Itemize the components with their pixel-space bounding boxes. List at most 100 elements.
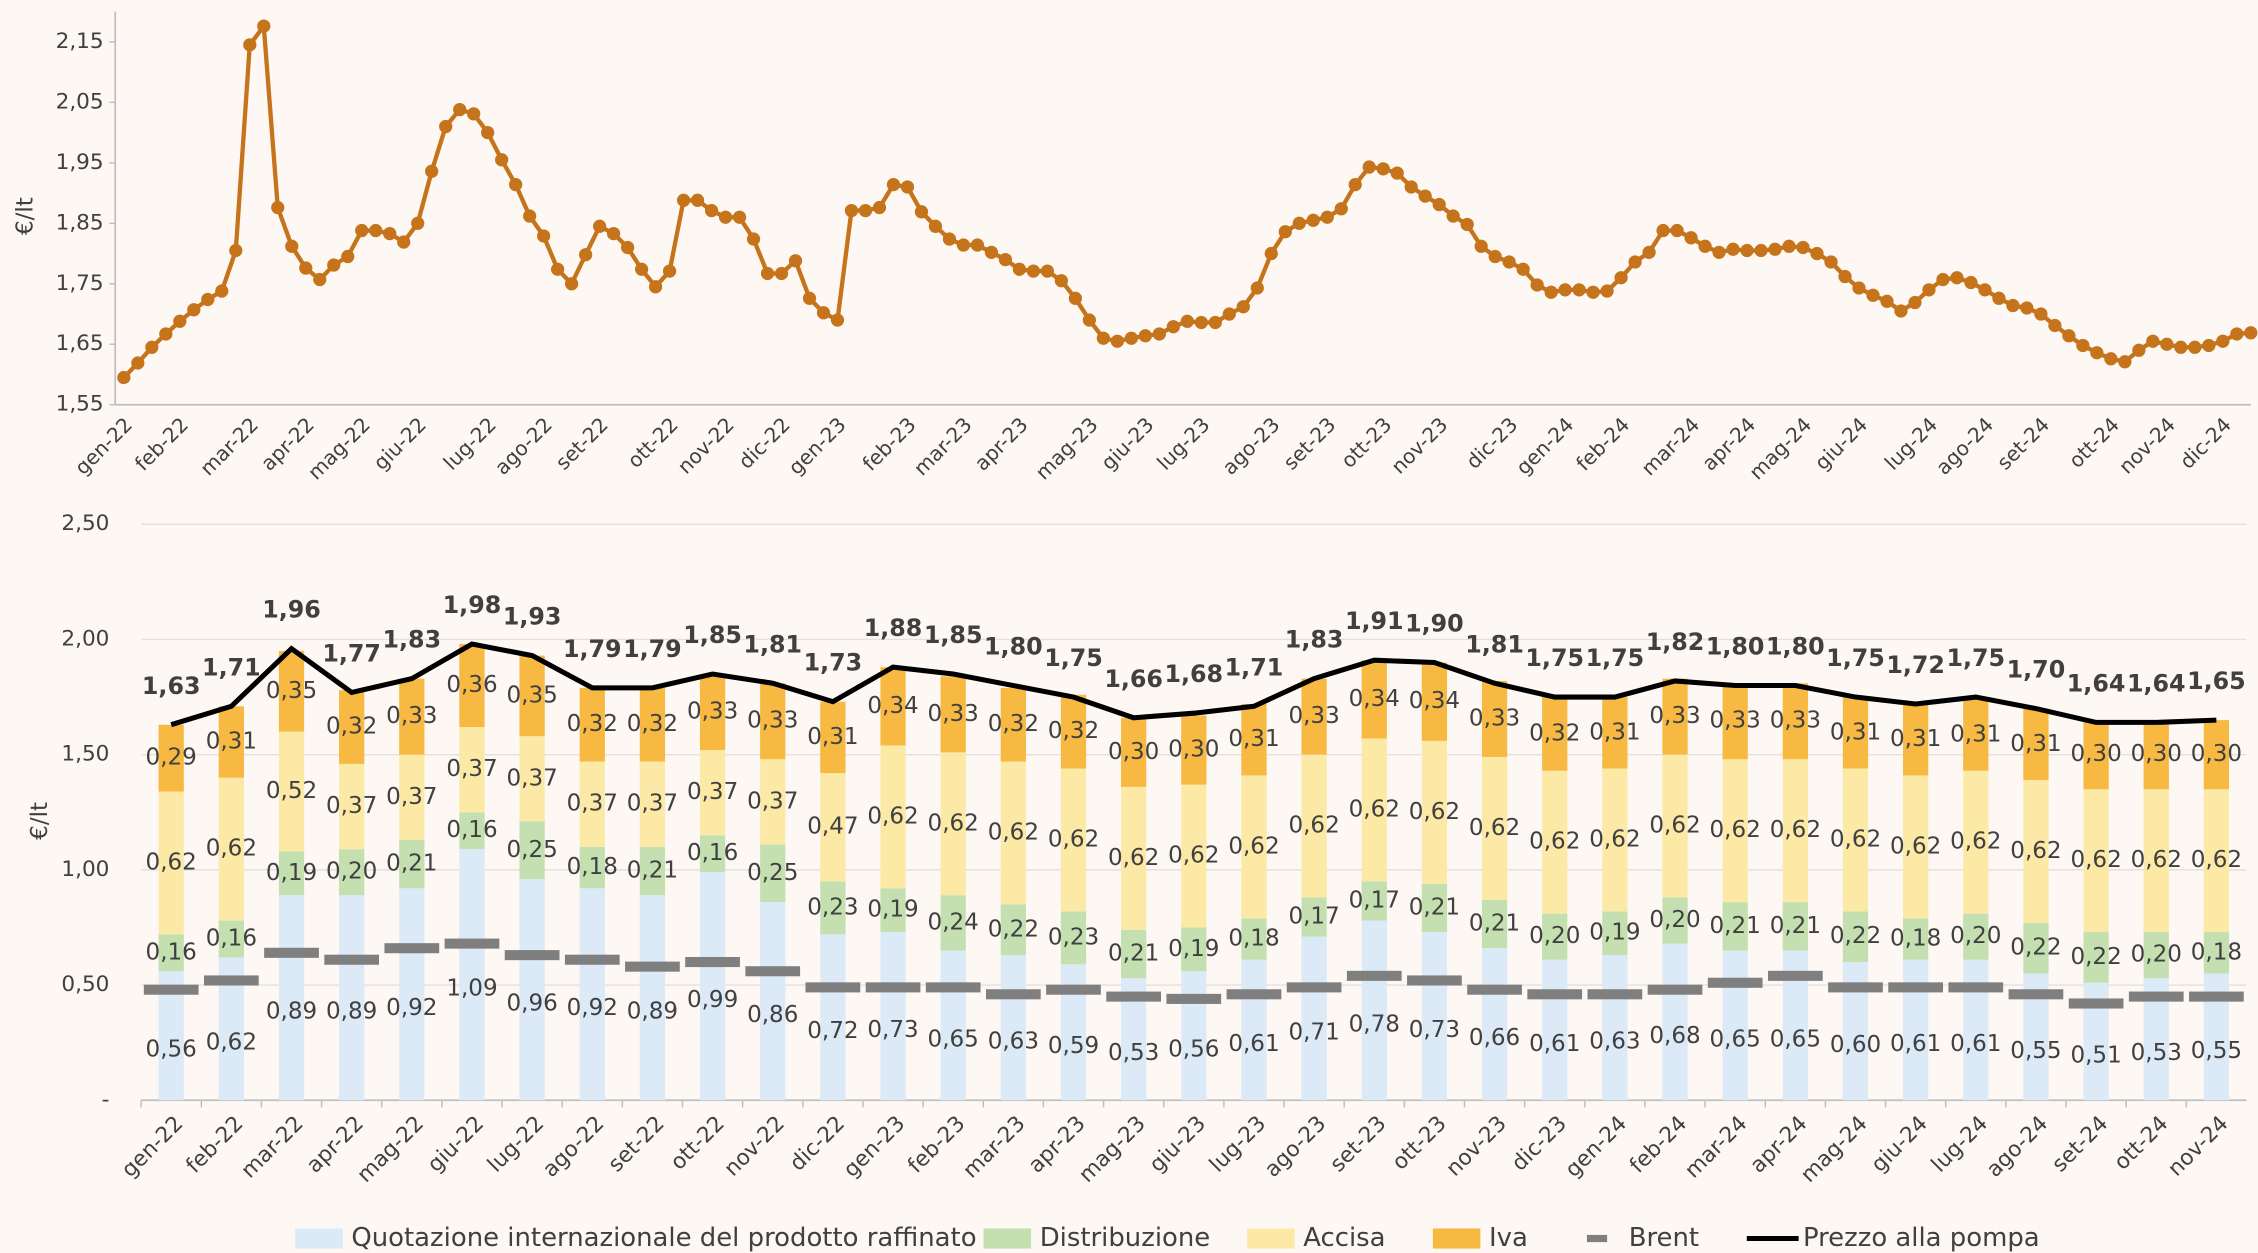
segment-label: 0,29 bbox=[146, 745, 197, 771]
bar-segment bbox=[1421, 662, 1448, 741]
segment-label: 0,19 bbox=[867, 897, 918, 923]
brent-marker bbox=[1527, 989, 1583, 1000]
segment-label: 0,61 bbox=[1950, 1031, 2001, 1057]
segment-label: 0,30 bbox=[1108, 739, 1159, 765]
line-marker bbox=[369, 223, 383, 238]
line-marker bbox=[1348, 177, 1362, 192]
price-line bbox=[170, 641, 2217, 728]
bar-segment bbox=[940, 752, 966, 896]
y-tick-label: 1,00 bbox=[61, 857, 109, 882]
x-tick-label: lug-24 bbox=[1880, 412, 1942, 474]
segment-label: 0,37 bbox=[386, 784, 437, 810]
line-marker bbox=[1096, 331, 1110, 345]
line-marker bbox=[1810, 246, 1824, 261]
line-marker bbox=[1446, 209, 1460, 223]
segment-label: 0,53 bbox=[1108, 1040, 1159, 1066]
line-marker bbox=[620, 240, 635, 255]
x-tick-label: set-22 bbox=[604, 1111, 670, 1177]
segment-label: 0,31 bbox=[807, 724, 858, 750]
bar-segment bbox=[880, 745, 906, 889]
bar-segment bbox=[1782, 902, 1808, 951]
segment-label: 0,16 bbox=[687, 840, 738, 866]
bar-segment bbox=[820, 934, 846, 1101]
line-marker bbox=[2160, 337, 2174, 351]
y-tick-label: - bbox=[102, 1087, 110, 1112]
brent-marker bbox=[805, 982, 861, 993]
line-marker bbox=[1572, 283, 1586, 297]
bar-segment bbox=[940, 676, 966, 753]
x-tick-label: gen-24 bbox=[1561, 1111, 1632, 1182]
line-marker bbox=[1558, 283, 1572, 297]
line-marker bbox=[1264, 246, 1278, 261]
line-marker bbox=[2118, 355, 2132, 369]
segment-label: 0,62 bbox=[867, 803, 918, 829]
bar-segment bbox=[699, 835, 726, 873]
line-marker bbox=[341, 249, 355, 264]
bar-segment bbox=[699, 674, 726, 751]
brent-marker bbox=[1767, 970, 1823, 981]
price-label: 1,85 bbox=[924, 621, 983, 649]
price-label: 1,63 bbox=[142, 672, 201, 700]
segment-label: 0,61 bbox=[1890, 1031, 1941, 1057]
bar-segment bbox=[399, 754, 425, 840]
line-marker bbox=[1824, 255, 1838, 269]
bar-segment bbox=[1602, 955, 1628, 1101]
segment-label: 0,33 bbox=[1649, 703, 1700, 729]
line-marker bbox=[1236, 300, 1250, 314]
line-marker bbox=[1334, 202, 1348, 216]
price-label: 1,83 bbox=[383, 626, 442, 654]
segment-label: 0,53 bbox=[2131, 1040, 2182, 1066]
bar-segment bbox=[1000, 904, 1026, 956]
segment-label: 0,24 bbox=[928, 909, 979, 935]
line-marker bbox=[2006, 298, 2020, 313]
segment-label: 0,30 bbox=[2131, 741, 2182, 767]
segment-label: 0,62 bbox=[1409, 799, 1460, 825]
segment-label: 0,21 bbox=[1710, 913, 1761, 939]
segment-label: 0,62 bbox=[146, 849, 197, 875]
line-marker bbox=[2188, 340, 2202, 354]
segment-label: 0,32 bbox=[1529, 720, 1580, 746]
x-tick-label: nov-24 bbox=[2163, 1111, 2233, 1181]
bar-segment bbox=[1421, 932, 1448, 1101]
segment-label: 0,56 bbox=[146, 1037, 197, 1063]
bar-segment bbox=[1181, 927, 1207, 972]
segment-label: 0,20 bbox=[1649, 907, 1700, 933]
line-marker bbox=[1404, 180, 1418, 194]
x-tick-label: mag-22 bbox=[352, 1111, 429, 1188]
x-tick-label: giu-24 bbox=[1810, 412, 1872, 474]
brent-marker bbox=[745, 966, 801, 977]
segment-label: 0,62 bbox=[1589, 826, 1640, 852]
bar-segment bbox=[399, 888, 425, 1101]
segment-label: 0,18 bbox=[567, 854, 618, 880]
bar-segment bbox=[339, 763, 365, 850]
bar-segment bbox=[820, 701, 846, 774]
bar-segment bbox=[579, 888, 605, 1101]
bar-segment bbox=[2083, 789, 2109, 933]
segment-label: 1,09 bbox=[446, 976, 497, 1002]
segment-label: 0,59 bbox=[1048, 1033, 1099, 1059]
segment-label: 0,17 bbox=[1288, 904, 1339, 930]
line-marker bbox=[1726, 242, 1740, 256]
price-label: 1,96 bbox=[262, 596, 321, 624]
segment-label: 0,52 bbox=[266, 778, 317, 804]
bar-segment bbox=[278, 731, 305, 852]
segment-label: 0,33 bbox=[687, 699, 738, 725]
line-marker bbox=[1992, 291, 2006, 305]
segment-label: 0,18 bbox=[1890, 925, 1941, 951]
line-marker bbox=[481, 125, 495, 140]
segment-label: 0,96 bbox=[506, 991, 557, 1017]
line-marker bbox=[732, 210, 747, 224]
bar-segment bbox=[1481, 756, 1508, 900]
line-marker bbox=[1838, 269, 1852, 284]
bar-segment bbox=[1963, 913, 1989, 960]
bar-segment bbox=[1602, 911, 1628, 956]
bar-segment bbox=[579, 687, 605, 762]
bar-segment bbox=[1481, 899, 1508, 949]
bar-segment bbox=[1903, 918, 1929, 960]
bar-segment bbox=[2083, 932, 2109, 983]
segment-label: 0,66 bbox=[1469, 1025, 1520, 1051]
x-tick-label: mar-24 bbox=[1680, 1111, 1752, 1183]
x-tick-label: giu-23 bbox=[1096, 412, 1158, 474]
x-tick-label: ago-23 bbox=[1217, 412, 1284, 479]
price-label: 1,80 bbox=[1706, 633, 1765, 661]
